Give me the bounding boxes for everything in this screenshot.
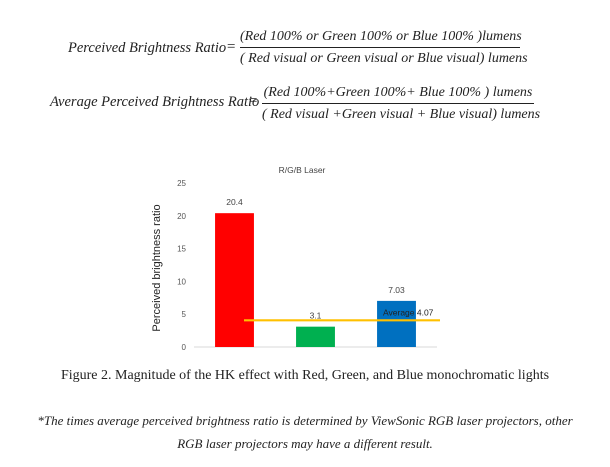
y-tick-label: 5: [182, 310, 187, 319]
bar-blue: [377, 300, 416, 347]
equals-sign: =: [248, 93, 259, 109]
y-tick-label: 10: [177, 277, 186, 286]
y-axis-ticks: 0 5 10 15 20 25: [177, 179, 186, 352]
y-tick-label: 0: [182, 343, 187, 352]
value-labels: 20.4 3.1 7.03: [226, 197, 405, 320]
chart-title: R/G/B Laser: [279, 165, 326, 175]
data-label-green: 3.1: [310, 311, 322, 321]
bar-green: [296, 326, 335, 347]
y-tick-label: 20: [177, 212, 186, 221]
fraction-bar: [240, 47, 520, 48]
formula-numerator: (Red 100% or Green 100% or Blue 100% )lu…: [240, 29, 522, 44]
y-tick-label: 25: [177, 179, 186, 188]
data-label-blue: 7.03: [388, 285, 405, 295]
bars: [215, 213, 416, 347]
formula-fraction: (Red 100% or Green 100% or Blue 100% )lu…: [240, 28, 528, 67]
formula-denominator: ( Red visual +Green visual + Blue visual…: [262, 107, 541, 122]
average-label: Average 4.07: [383, 307, 434, 317]
formula-numerator: (Red 100%+Green 100%+ Blue 100% ) lumens: [263, 85, 533, 100]
equals-sign: =: [226, 39, 237, 55]
formula-denominator: ( Red visual or Green visual or Blue vis…: [240, 51, 528, 66]
formula-fraction: (Red 100%+Green 100%+ Blue 100% ) lumens…: [262, 84, 541, 123]
footnote-line-2: RGB laser projectors may have a differen…: [177, 436, 433, 451]
y-axis-label: Perceived brightness ratio: [151, 204, 163, 331]
y-tick-label: 15: [177, 245, 186, 254]
data-label-red: 20.4: [226, 197, 243, 207]
figure-caption: Figure 2. Magnitude of the HK effect wit…: [60, 368, 550, 383]
formula-label: Perceived Brightness Ratio: [68, 40, 227, 56]
formula-label: Average Perceived Brightness Ratio: [50, 94, 260, 110]
bar-red: [215, 213, 254, 347]
fraction-bar: [262, 103, 534, 104]
footnote-line-1: *The times average perceived brightness …: [37, 413, 573, 428]
